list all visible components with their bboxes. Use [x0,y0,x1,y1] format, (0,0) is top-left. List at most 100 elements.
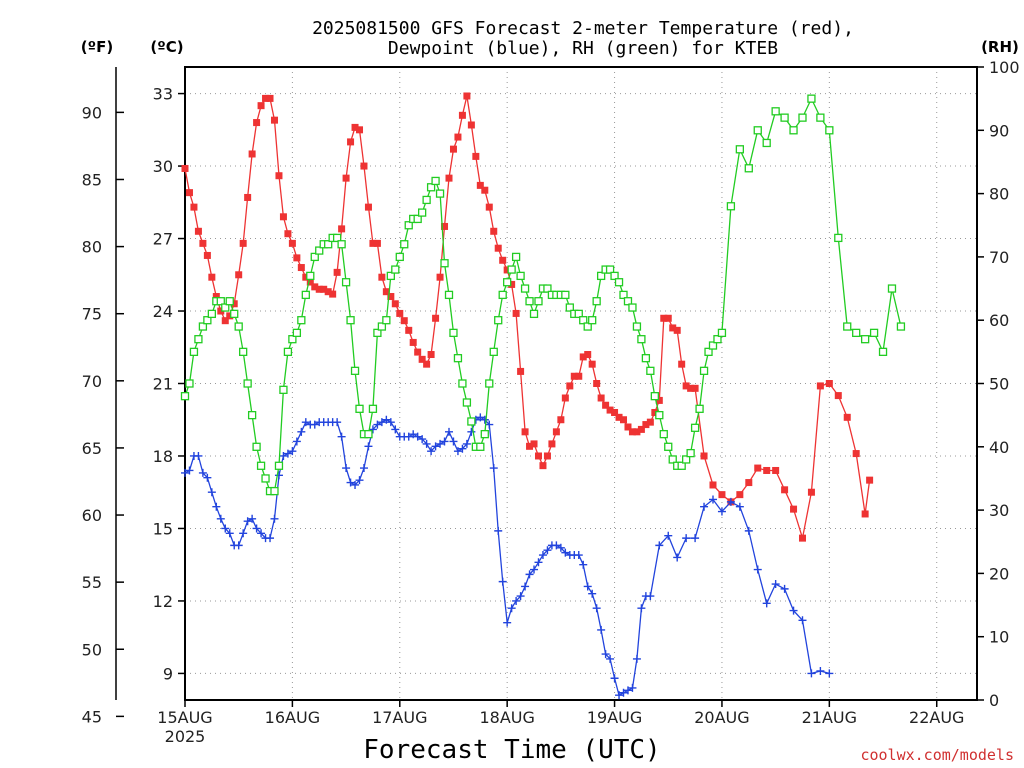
rh-point [507,265,516,274]
dewpoint-point [310,420,319,429]
temperature-point [369,239,377,247]
rh-tick-label: 0 [989,691,999,710]
dewpoint-point [422,439,431,448]
dewpoint-point [503,618,512,627]
rh-point [610,271,619,281]
rh-point [534,297,543,306]
dewpoint-point [623,686,632,695]
temperature-point [615,413,623,421]
dewpoint-point [462,439,471,448]
rh-point [807,94,816,103]
rh-point [762,138,771,148]
dewpoint-point [239,529,248,538]
dewpoint-point [409,430,418,439]
rh-point [431,176,440,186]
celsius-tick-label: 12 [153,592,173,611]
rh-point [789,126,798,135]
temperature-point [387,293,395,301]
rh-point [324,240,333,249]
fahrenheit-tick-label: 60 [82,506,102,525]
rh-point [485,379,494,388]
temperature-point [351,123,359,131]
dewpoint-point [556,543,565,552]
rh-point [511,252,521,262]
temperature-point [257,102,265,110]
rh-point [596,271,606,281]
dewpoint-point [516,592,525,601]
temperature-point [825,380,833,387]
fahrenheit-tick-label: 45 [82,707,102,726]
x-tick-label: 20AUG [694,708,749,727]
temperature-point [208,273,216,281]
temperature-point [669,324,677,332]
temperature-point [481,186,489,194]
temperature-point [248,150,256,158]
celsius-tick-label: 24 [153,302,173,321]
temperature-point [490,227,498,235]
dewpoint-point [762,599,771,608]
dewpoint-point [561,548,570,557]
dewpoint-point [368,425,377,434]
rh-point [614,278,624,287]
temperature-point [275,172,283,180]
dewpoint-point [431,442,440,451]
dewpoint-point [333,418,342,427]
rh-point [896,322,906,331]
rh-point [798,113,807,122]
temperature-point [646,418,654,426]
rh-point [489,347,498,357]
temperature-point [203,251,211,259]
dewpoint-point [185,466,194,475]
temperature-point [391,300,399,308]
dewpoint-point [194,451,203,460]
rh-point [256,461,266,470]
fahrenheit-tick-label: 90 [82,103,102,122]
temperature-point [467,121,475,129]
dewpoint-point [458,444,467,453]
rh-point [368,404,378,413]
rh-point [494,316,503,325]
rh-point [386,271,395,281]
temperature-point [244,193,252,201]
dewpoint-point [543,546,552,555]
temperature-point [620,416,628,424]
dewpoint-point [283,449,292,458]
temperature-point [212,293,220,301]
rh-point [878,347,888,357]
dewpoint-point [632,654,641,663]
rh-point [198,322,208,331]
chart-title-line2: Dewpoint (blue), RH (green) for KTEB [388,38,778,59]
dewpoint-point [373,420,382,429]
temperature-point [360,162,368,170]
rh-point [180,392,190,401]
temperature-point [221,317,229,325]
rh-point [520,284,530,293]
temperature-point [561,394,569,402]
rh-point [422,195,431,205]
fahrenheit-tick-label: 85 [82,170,102,189]
dewpoint-point [530,565,539,574]
series-temperature [181,92,874,542]
temperature-point [373,239,381,247]
temperature-point [284,230,292,238]
rh-point [735,145,744,154]
temperature-point [356,126,364,134]
dewpoint-point [717,507,726,516]
temperature-point [700,452,708,460]
rh-point [588,316,597,325]
dewpoint-point [579,560,588,569]
temperature-point [396,309,404,317]
rh-point [418,208,427,217]
rh-tick-label: 10 [989,628,1009,647]
temperature-point [418,355,426,363]
rh-point [453,354,463,363]
dewpoint-point [225,529,234,538]
dewpoint-point [337,432,346,441]
celsius-tick-label: 15 [153,519,173,538]
rh-point [382,316,391,325]
rh-point [230,309,239,319]
rh-point [852,328,861,338]
rh-point [695,404,704,413]
dewpoint-point [181,468,189,477]
